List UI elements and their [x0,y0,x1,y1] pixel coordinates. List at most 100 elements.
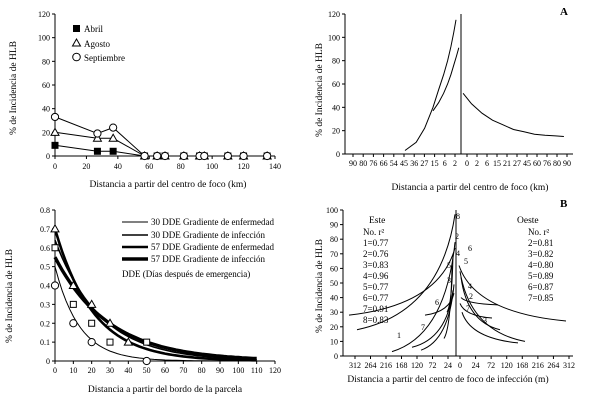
tr-x-tick-label: 90 [349,159,357,168]
br-x-tick-label: 216 [532,361,544,370]
br-west-curve-4 [459,303,493,319]
tr-xlabel: Distancia a partir del centro de foco (k… [392,182,549,193]
tr-y-tick-label: 60 [332,80,340,89]
tl-point-triangle-open [50,127,60,136]
bl-legend-30-inf: 30 DDE Gradiente de infección [151,230,265,240]
br-east-curve-label: 4 [456,249,460,258]
tl-point-square-filled [51,141,59,149]
bl-point-circle-open [87,338,96,347]
br-east-title: Este [369,216,385,226]
tl-point-circle-open [223,151,232,161]
legend-circle-marker [72,52,81,62]
br-y-tick-label: 20 [330,323,338,332]
tl-legend-agosto: Agosto [84,39,111,49]
tl-y-tick-label: 0 [46,152,50,161]
br-xlabel: Distancia a partir del centro de foco de… [347,374,548,385]
tr-x-tick-label: 66 [380,159,388,168]
br-y-tick-label: 50 [330,279,338,288]
bl-y-tick-label: 0.3 [40,300,50,309]
br-east-curve-5 [424,293,455,316]
tr-ylabel: % de Incidencia de HLB [315,43,325,137]
tl-x-tick-label: 140 [269,162,281,171]
tr-y-tick-label: 80 [332,57,340,66]
bl-x-tick-label: 100 [232,366,244,375]
tl-point-square-filled [93,147,101,155]
br-west-curve-label: 7 [466,304,470,313]
tr-y-tick-label: 120 [328,10,340,19]
br-west-r2-header: No. r² [528,227,549,237]
tl-legend: Abril Agosto Septiembre [71,24,125,63]
br-y-tick-label: 100 [326,206,338,215]
br-east-curve-label: 6 [435,298,439,307]
br-east-r2-item: 4=0.96 [363,271,389,281]
br-west-curve-label: 4 [468,282,472,291]
br-west-r2-item: 4=0.80 [528,260,554,270]
br-r2-east: No. r²1=0.772=0.763=0.834=0.965=0.776=0.… [363,227,389,325]
br-west-r2-item: 7=0.85 [528,293,554,303]
br-x-tick-label: 264 [365,361,377,370]
tl-ylabel: % de Incidencia de HLB [9,41,19,135]
tl-x-tick-label: 60 [145,162,153,171]
legend-square-marker [73,25,80,32]
br-west-curve-label: 3 [483,316,487,325]
bl-point-square-open [143,338,151,346]
br-east-r2-item: 7=0.91 [363,304,388,314]
tr-x-tick-label: 54 [390,159,398,168]
bl-point-triangle-open [105,318,115,327]
tl-point-circle-open [160,151,170,161]
br-west-curve-3 [460,297,499,306]
br-east-curve-label: 5 [447,261,451,270]
bl-y-tick-label: 0 [46,357,50,366]
br-x-tick-label: 24 [472,361,480,370]
bl-xlabel: Distancia a partir del bordo de la parce… [88,385,243,395]
bl-y-tick-label: 0.6 [40,244,50,253]
br-x-tick-label: 264 [547,361,559,370]
tr-x-tick-label: 2 [453,159,457,168]
bl-marks [50,223,257,366]
br-y-tick-label: 30 [330,308,338,317]
tl-point-circle-open [179,151,188,161]
tr-y-tick-label: 0 [336,150,340,159]
bl-curve-0 [54,266,257,362]
br-y-tick-label: 60 [330,264,338,273]
tr-x-tick-label: 80 [553,159,561,168]
br-west-r2-item: 6=0.87 [528,282,554,292]
br-x-tick-label: 120 [501,361,513,370]
br-east-curve-label: 3 [447,276,451,285]
bl-point-triangle-open [123,337,134,346]
br-east-curve-6 [443,265,453,339]
br-east-curve-label: 7 [421,323,425,332]
tr-panel-label: A [560,6,568,18]
bl-x-tick-label: 90 [216,366,224,375]
tr-x-tick-label: 27 [420,159,428,168]
br-x-tick-label: 0 [458,361,462,370]
br-ylabel: % de Incidencia de HLB [315,239,325,333]
br-panel-label: B [560,198,568,210]
tr-marks [404,19,564,151]
br-x-tick-label: 168 [516,361,528,370]
br-east-curve-1 [391,242,456,353]
tl-marks [50,112,273,161]
chart-bottom-right: B % de Incidencia de HLB Distancia a par… [315,198,575,385]
tr-x-tick-label: 6 [485,159,489,168]
bl-x-tick-label: 40 [124,366,132,375]
br-east-r2-header: No. r² [363,227,384,237]
br-west-r2-item: 3=0.82 [528,249,553,259]
br-x-tick-label: 72 [487,361,495,370]
br-west-curve-2 [460,277,501,331]
bl-legend-57-enf: 57 DDE Gradiente de enfermedad [151,242,274,252]
bl-point-circle-open [142,356,151,366]
br-r2-west: No. r²2=0.813=0.824=0.805=0.896=0.877=0.… [528,227,554,303]
br-east-curve-0 [356,214,456,331]
bl-x-tick-label: 80 [198,366,206,375]
br-west-r2-item: 2=0.81 [528,238,553,248]
tr-x-tick-label: 36 [410,159,418,168]
bl-x-tick-label: 0 [53,366,57,375]
tl-series-line-1 [54,131,268,157]
chart-top-right: A % de Incidencia de HLB Distancia a par… [315,6,573,193]
bl-point-circle-open [50,281,60,290]
tr-x-tick-label: 0 [465,159,469,168]
br-x-tick-label: 216 [380,361,392,370]
br-east-r2-item: 8=0.83 [363,315,389,325]
tl-point-circle-open [140,151,149,161]
